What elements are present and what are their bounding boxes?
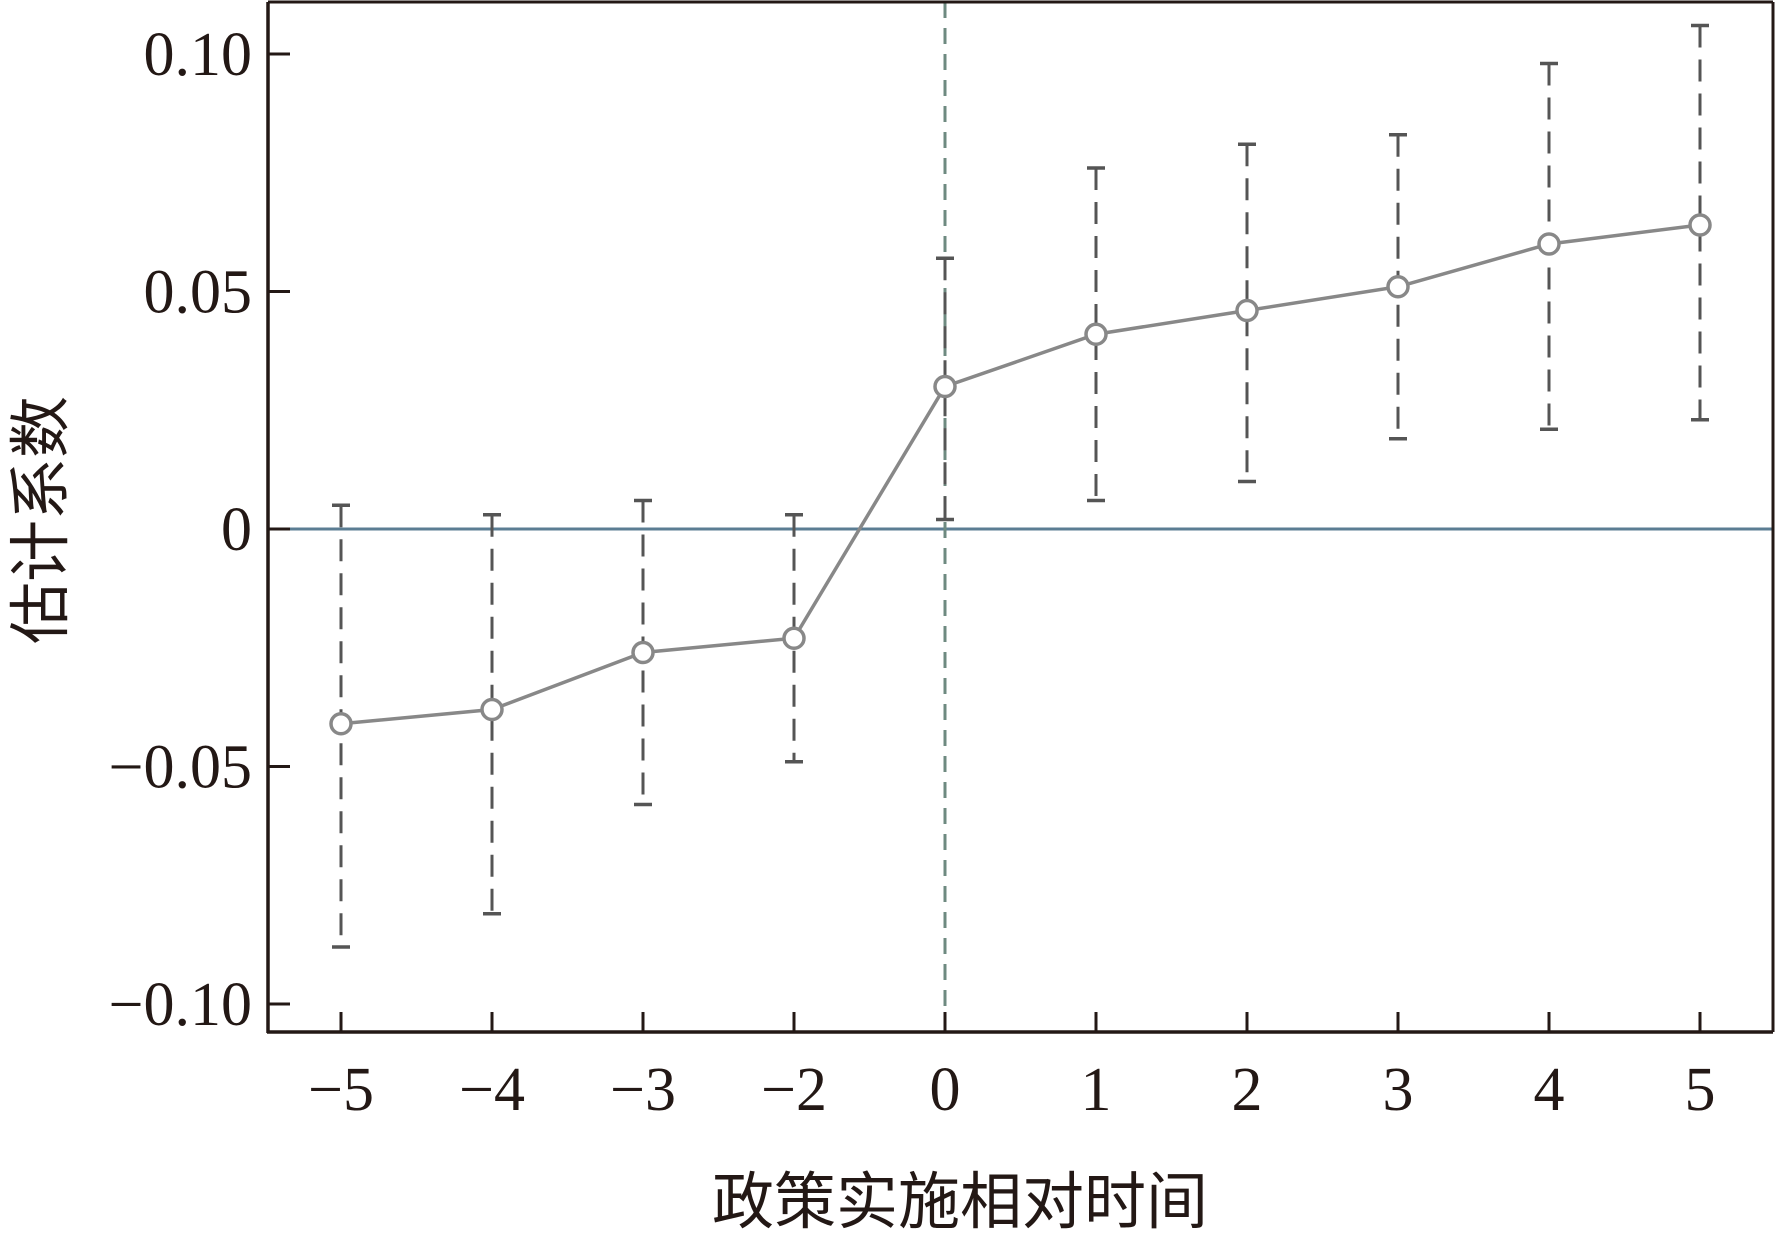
data-point	[480, 697, 504, 722]
x-axis-title: 政策实施相对时间	[712, 1169, 1208, 1230]
x-tick-label: 5	[1685, 1056, 1716, 1124]
x-tick-label: −4	[459, 1056, 525, 1124]
data-point	[1386, 275, 1410, 299]
x-tick-label: −5	[308, 1056, 374, 1124]
x-tick-label: 2	[1232, 1056, 1263, 1124]
series-line	[340, 223, 1701, 726]
y-axis-title: 估计系数	[8, 396, 76, 644]
y-tick-label: −0.10	[109, 971, 252, 1039]
y-tick-label: 0.10	[144, 21, 253, 89]
data-point	[1235, 298, 1259, 323]
y-tick-label: 0.05	[144, 259, 253, 327]
data-point	[782, 626, 806, 650]
x-tick-label: 0	[930, 1056, 961, 1124]
x-tick-label: 3	[1383, 1056, 1414, 1124]
x-tick-label: 1	[1081, 1056, 1112, 1124]
x-tick-label: 4	[1534, 1056, 1565, 1124]
data-point	[1688, 213, 1712, 237]
data-point	[329, 712, 353, 736]
data-point	[1537, 232, 1561, 256]
data-point	[933, 374, 957, 399]
y-tick-label: −0.05	[109, 734, 252, 802]
data-point	[631, 640, 655, 665]
y-tick-label: 0	[221, 496, 252, 564]
x-tick-label: −3	[610, 1056, 676, 1124]
data-point	[1084, 322, 1108, 346]
x-tick-label: −2	[761, 1056, 827, 1124]
